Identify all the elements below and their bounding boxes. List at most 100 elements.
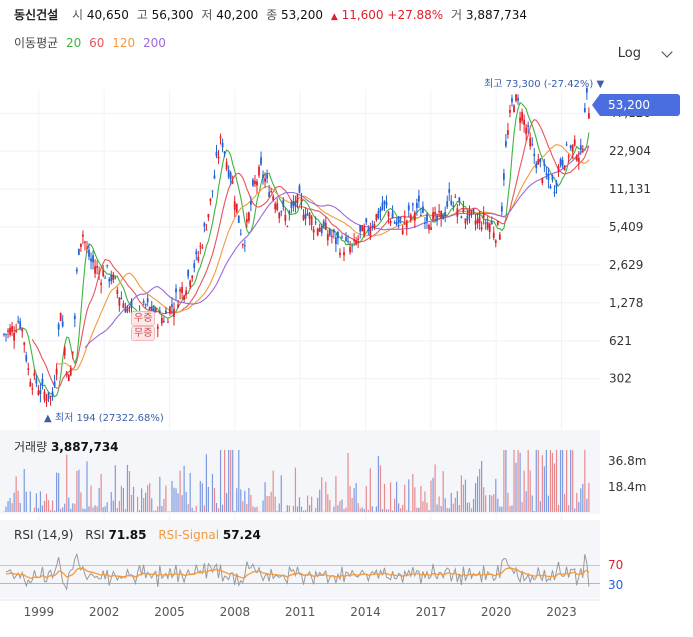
candle-body	[231, 181, 234, 184]
candle-body	[454, 196, 457, 198]
volume-bar	[479, 468, 481, 512]
scale-value: Log	[617, 46, 641, 61]
volume-bar	[254, 507, 256, 512]
candle-body	[442, 215, 445, 220]
candle-body	[207, 213, 210, 218]
candle-body	[555, 182, 558, 188]
candle-body	[312, 229, 315, 233]
high-label: 고	[136, 8, 148, 22]
candle-body	[294, 201, 297, 207]
volume-bar	[114, 465, 116, 512]
volume-bar	[175, 488, 177, 512]
volume-bar	[387, 509, 390, 512]
volume-bar	[236, 488, 238, 512]
volume-bar	[292, 505, 295, 512]
candle-body	[314, 222, 317, 224]
candle-body	[61, 321, 64, 327]
high-annotation-label: 최고	[484, 79, 503, 90]
volume-bar	[280, 475, 282, 512]
candle-body	[51, 391, 54, 398]
volume-bar	[72, 503, 74, 512]
candle-body	[217, 156, 220, 159]
volume-bar	[49, 510, 52, 512]
rsi-upper: 70	[608, 558, 624, 572]
volume-bar	[274, 496, 276, 512]
volume-bar	[572, 450, 574, 512]
volume-bar	[483, 487, 485, 512]
volume-bar	[272, 470, 274, 512]
volume-bar	[15, 476, 17, 512]
volume-bar	[363, 509, 365, 512]
candle-body	[539, 158, 542, 162]
volume-bar	[361, 507, 363, 512]
ma-legend[interactable]: 이동평균 20 60 120 200	[14, 34, 166, 51]
candle-body	[187, 269, 190, 277]
candle-body	[581, 151, 584, 153]
volume-bar	[511, 505, 513, 512]
volume-bar	[300, 506, 303, 512]
price-tick: 5,409	[609, 220, 643, 234]
free-issue-badge[interactable]: 무증	[131, 326, 156, 341]
candle-body	[199, 245, 202, 247]
candle-body	[241, 244, 244, 246]
volume-bar	[379, 465, 382, 512]
rsi-signal-value: 57.24	[222, 528, 261, 542]
candle-body	[393, 222, 396, 224]
volume-bar	[365, 486, 367, 512]
volume-bar	[458, 505, 460, 512]
candle-body	[77, 249, 80, 255]
candle-body	[219, 136, 222, 138]
volume-bar	[173, 487, 175, 512]
volume-bar	[464, 479, 467, 512]
candle-body	[90, 258, 92, 262]
volume-bar	[64, 503, 66, 512]
candle-body	[422, 206, 424, 213]
volume-bar	[165, 485, 167, 512]
volume-bar	[315, 507, 317, 512]
ma-60: 60	[89, 36, 105, 50]
volume-bar	[377, 456, 380, 512]
candle-body	[577, 157, 580, 162]
volume-bar	[264, 482, 266, 512]
candle-body	[254, 180, 256, 185]
candle-body	[373, 223, 376, 228]
candle-body	[430, 227, 432, 230]
candle-body	[165, 310, 167, 314]
volume-bar	[161, 506, 163, 512]
volume-bar	[120, 485, 122, 512]
candle-body	[160, 317, 163, 324]
volume-bar	[223, 450, 226, 512]
volume-bar	[474, 483, 477, 512]
candle-body	[363, 227, 366, 236]
volume-bar	[84, 508, 86, 512]
volume-bar	[410, 511, 412, 512]
candle-body	[80, 243, 82, 247]
volume-bar	[485, 495, 487, 512]
candle-body	[247, 212, 250, 221]
candle-body	[347, 240, 349, 242]
volume-bar	[288, 505, 290, 512]
candle-body	[102, 270, 105, 277]
volume-bar	[294, 467, 297, 512]
candle-body	[541, 178, 544, 183]
volume-bar	[325, 481, 327, 512]
candle-body	[306, 214, 309, 216]
candle-body	[375, 214, 378, 221]
volume-bar	[25, 491, 27, 512]
volume-bar	[319, 489, 321, 512]
bonus-issue-badge[interactable]: 우증	[131, 311, 156, 326]
candle-body	[57, 324, 60, 330]
candle-body	[502, 173, 505, 180]
volume-bar	[143, 497, 145, 512]
volume-bar	[509, 506, 511, 512]
rsi-panel-bg	[0, 520, 600, 598]
volume-bar	[19, 502, 21, 512]
candle-body	[432, 212, 434, 220]
candle-body	[15, 330, 18, 332]
candle-body	[256, 181, 258, 186]
volume-bar	[454, 497, 456, 512]
volume-bar	[41, 505, 44, 512]
candle-body	[169, 306, 171, 314]
scale-selector[interactable]: Log	[617, 45, 673, 61]
